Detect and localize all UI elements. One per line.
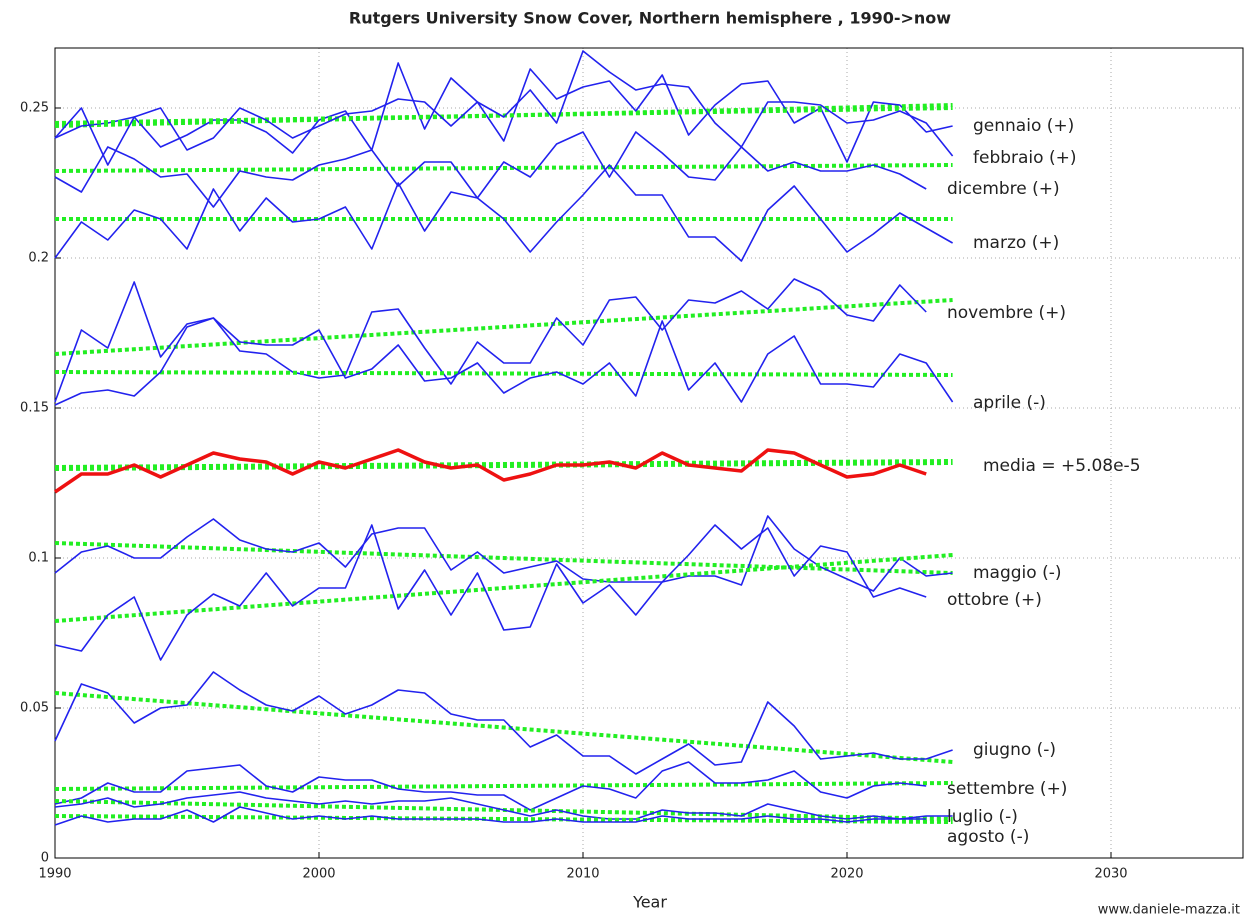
series-line — [54, 671, 953, 775]
trend-line — [54, 691, 953, 764]
plot-frame — [54, 47, 1244, 859]
trend-line — [54, 106, 953, 125]
series-line — [54, 791, 953, 820]
series-line — [54, 62, 953, 163]
series-line — [54, 761, 927, 811]
series-label: agosto (-) — [947, 827, 1029, 847]
series-label: settembre (+) — [947, 779, 1067, 799]
series-label: febbraio (+) — [973, 148, 1076, 168]
trend-line — [54, 814, 953, 824]
series-line — [54, 50, 954, 166]
x-axis-label: Year — [632, 893, 667, 912]
series-label: media = +5.08e-5 — [983, 456, 1141, 476]
series-line — [54, 278, 927, 403]
series-label: ottobre (+) — [947, 590, 1042, 610]
trend-line — [54, 163, 953, 173]
y-tick-label: 0.2 — [28, 251, 49, 266]
series-line — [54, 317, 954, 406]
chart-title: Rutgers University Snow Cover, Northern … — [349, 9, 951, 28]
series-label: marzo (+) — [973, 233, 1059, 253]
trend-line — [54, 370, 953, 377]
series-label: maggio (-) — [973, 563, 1062, 583]
trend-line — [54, 553, 953, 623]
x-tick-label: 2020 — [830, 867, 863, 882]
y-tick-label: 0.05 — [20, 701, 49, 716]
series-label: novembre (+) — [947, 303, 1066, 323]
trend-line — [54, 298, 953, 356]
watermark: www.daniele-mazza.it — [1098, 903, 1240, 918]
series-line — [54, 448, 927, 494]
x-tick-label: 2010 — [566, 867, 599, 882]
trend-line — [54, 541, 953, 575]
series-label: gennaio (+) — [973, 116, 1074, 136]
series-line — [54, 524, 927, 661]
y-tick-label: 0.1 — [28, 551, 49, 566]
trend-line — [54, 459, 953, 471]
y-tick-label: 0 — [41, 851, 49, 866]
y-tick-label: 0.25 — [20, 101, 49, 116]
trend-line — [54, 781, 953, 791]
x-tick-label: 1990 — [38, 867, 71, 882]
series-line — [54, 131, 927, 208]
series-label: aprile (-) — [973, 393, 1046, 413]
series-label: giugno (-) — [973, 740, 1056, 760]
series-line — [54, 515, 953, 592]
x-tick-label: 2000 — [302, 867, 335, 882]
series-label: dicembre (+) — [947, 179, 1060, 199]
y-tick-label: 0.15 — [20, 401, 49, 416]
series-line — [54, 164, 953, 262]
series-label: luglio (-) — [947, 807, 1018, 827]
series-line — [54, 806, 927, 826]
x-tick-label: 2030 — [1094, 867, 1127, 882]
